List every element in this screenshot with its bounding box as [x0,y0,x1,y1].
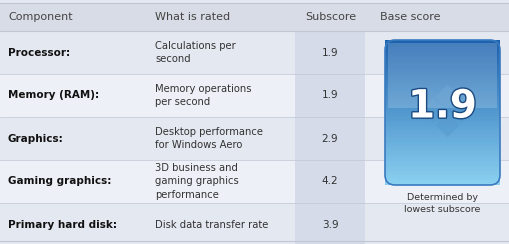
Text: 4.2: 4.2 [321,176,337,186]
Bar [384,47,499,50]
Text: Primary hard disk:: Primary hard disk: [8,220,117,230]
Bar [384,149,499,151]
Bar [384,96,499,98]
Bar [384,62,499,64]
Bar [384,112,499,115]
Bar [0,117,509,160]
Bar [384,86,499,88]
Text: Disk data transfer rate: Disk data transfer rate [155,220,268,230]
Bar [384,83,499,86]
Bar [387,43,496,108]
Text: Graphics:: Graphics: [8,133,64,143]
Text: Gaming graphics:: Gaming graphics: [8,176,111,186]
Text: Processor:: Processor: [8,48,70,58]
Text: 3D business and
gaming graphics
performance: 3D business and gaming graphics performa… [155,163,238,200]
Bar [384,79,499,81]
Bar [384,103,499,105]
Bar [294,160,364,203]
Bar [384,144,499,146]
Bar [384,105,499,108]
Bar [384,64,499,67]
Bar [384,151,499,153]
Bar [384,134,499,137]
Bar [384,98,499,101]
Text: 1.9: 1.9 [321,91,337,101]
Bar [384,161,499,163]
Bar [384,76,499,79]
Bar [384,74,499,76]
Bar [384,168,499,171]
Bar [384,173,499,175]
Bar [384,91,499,93]
Text: 1.9: 1.9 [407,88,476,125]
Text: 3.9: 3.9 [321,220,337,230]
Text: Memory operations
per second: Memory operations per second [155,84,251,107]
Bar [0,3,509,31]
Bar [384,122,499,125]
Text: Determined by
lowest subscore: Determined by lowest subscore [404,193,480,214]
Bar [384,52,499,54]
Bar [384,115,499,117]
Bar [384,117,499,120]
Bar [384,67,499,69]
Bar [384,81,499,83]
Text: Memory (RAM):: Memory (RAM): [8,91,99,101]
Bar [384,110,499,112]
Bar [384,163,499,166]
Bar [294,31,364,74]
Bar [384,127,499,129]
Bar [384,120,499,122]
Bar [384,125,499,127]
Bar [384,93,499,96]
Bar [384,59,499,62]
Bar [384,166,499,168]
Bar [0,31,509,74]
Text: 2.9: 2.9 [321,133,337,143]
Bar [0,160,509,203]
Bar [384,156,499,158]
Bar [384,158,499,161]
Bar [384,153,499,156]
Text: Calculations per
second: Calculations per second [155,41,235,64]
Bar [384,180,499,183]
Bar [384,40,499,42]
Bar [384,69,499,71]
Bar [384,142,499,144]
Bar [384,137,499,139]
Bar [384,88,499,91]
Bar [384,175,499,178]
Bar [384,71,499,74]
Text: ❖: ❖ [414,83,479,152]
Bar [384,183,499,185]
Bar [384,101,499,103]
Bar [384,42,499,45]
Bar [384,146,499,149]
Bar [384,45,499,47]
Bar [294,117,364,160]
Bar [384,108,499,110]
Bar [384,178,499,180]
Bar [294,203,364,244]
Text: Desktop performance
for Windows Aero: Desktop performance for Windows Aero [155,127,263,150]
Text: Component: Component [8,12,72,22]
Text: Base score: Base score [379,12,440,22]
Bar [384,171,499,173]
Text: What is rated: What is rated [155,12,230,22]
Bar [384,129,499,132]
Bar [0,203,509,244]
Text: Subscore: Subscore [304,12,355,22]
Bar [384,132,499,134]
Bar [294,74,364,117]
Bar [384,57,499,59]
Bar [384,54,499,57]
Bar [384,139,499,142]
Bar [384,50,499,52]
Text: 1.9: 1.9 [321,48,337,58]
Bar [0,74,509,117]
